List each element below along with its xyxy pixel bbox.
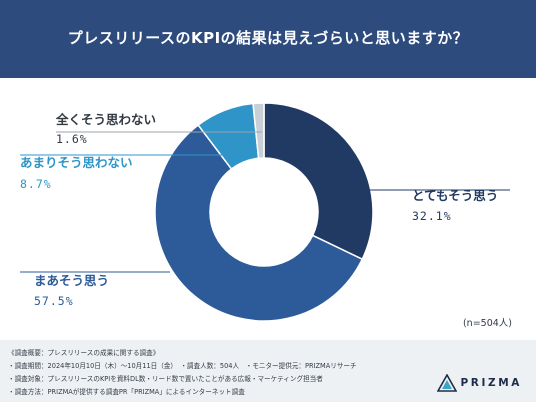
survey-line-period: ・調査期間：2024年10月10日（木）〜10月11日（金） ・調査人数：504… — [8, 362, 357, 370]
header-banner: プレスリリースのKPIの結果は見えづらいと思いますか？ — [0, 0, 536, 78]
logo-text: PRIZMA — [460, 377, 522, 389]
slice-value-0: 32.1% — [412, 209, 452, 223]
slice-label-2: あまりそう思わない — [20, 155, 133, 170]
survey-line-target: ・調査対象：プレスリリースのKPIを資料DL数・リード数で置いたことがある広報・… — [8, 375, 323, 383]
slice-0 — [263, 102, 374, 261]
survey-line-method: ・調査方法：PRIZMAが提供する調査PR「PRIZMA」によるインターネット調… — [8, 388, 245, 396]
slice-value-1: 57.5% — [34, 294, 74, 308]
slice-value-2: 8.7% — [20, 177, 52, 191]
slice-label-1: まあそう思う — [34, 273, 109, 288]
survey-details: 《調査概要：プレスリリースの成果に関する調査》 ・調査期間：2024年10月10… — [8, 347, 357, 399]
slice-value-3: 1.6% — [56, 132, 88, 146]
chart-area: とてもそう思う 32.1% まあそう思う 57.5% あまりそう思わない 8.7% 全くそう… — [0, 78, 536, 340]
slice-label-3: 全くそう思わない — [55, 112, 156, 127]
donut-chart: とてもそう思う 32.1% まあそう思う 57.5% あまりそう思わない 8.7% 全くそう… — [20, 102, 512, 329]
survey-line-title: 《調査概要：プレスリリースの成果に関する調査》 — [8, 349, 160, 357]
prizma-logo-icon — [436, 374, 457, 392]
slice-3 — [252, 102, 265, 160]
slice-label-0: とてもそう思う — [412, 188, 498, 203]
prizma-logo: PRIZMA — [436, 374, 522, 392]
survey-footer: 《調査概要：プレスリリースの成果に関する調査》 ・調査期間：2024年10月10… — [0, 340, 536, 402]
slice-1 — [154, 124, 364, 322]
page-title: プレスリリースのKPIの結果は見えづらいと思いますか？ — [67, 28, 469, 47]
sample-size-note: (n=504人) — [463, 318, 512, 329]
